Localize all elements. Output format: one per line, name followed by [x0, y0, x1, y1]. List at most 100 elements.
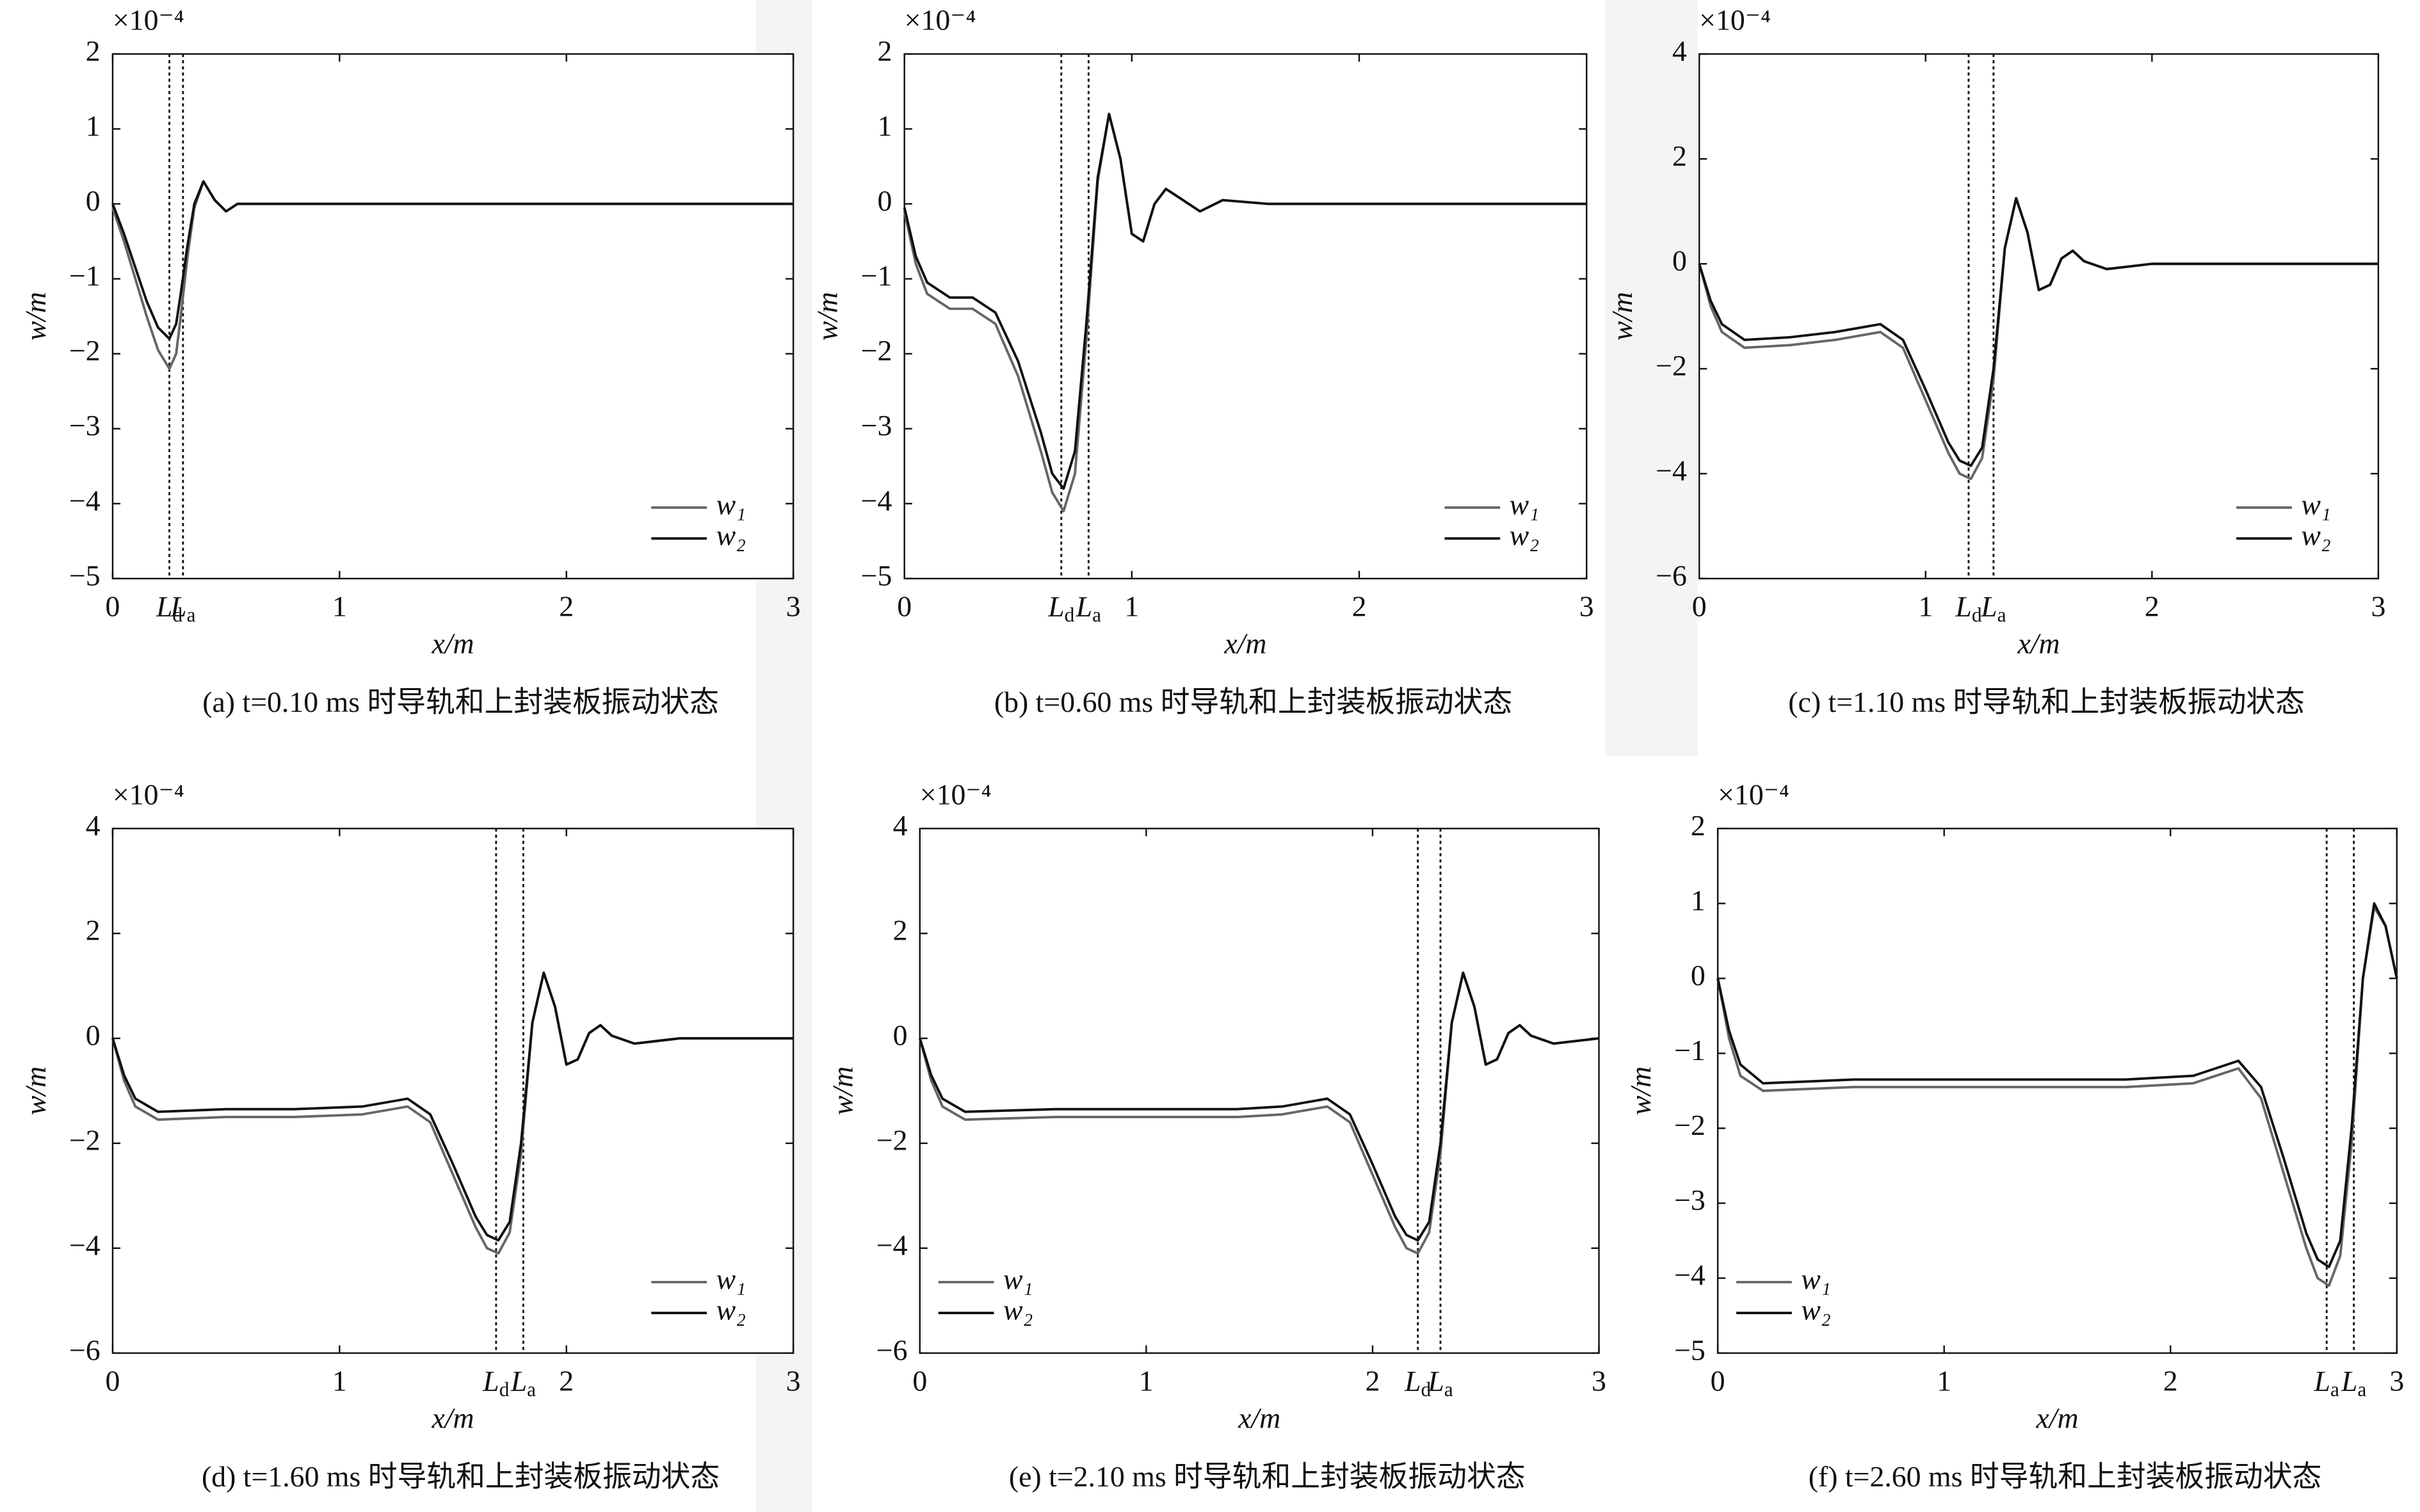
multiplier: ×10⁻⁴ — [1699, 4, 1771, 36]
x-tick-label: 2 — [559, 590, 574, 623]
marker-label: La — [1076, 590, 1101, 627]
y-tick-label: 1 — [1691, 884, 1706, 917]
marker-label: Ld — [482, 1364, 509, 1401]
x-tick-label: 0 — [106, 590, 120, 623]
x-tick-label: 2 — [559, 1364, 574, 1397]
marker-label: La — [1980, 590, 2006, 627]
legend-label: w₂ — [1510, 519, 1539, 552]
x-tick-label: 0 — [897, 590, 912, 623]
caption: (a) t=0.10 ms 时导轨和上封装板振动状态 — [202, 686, 719, 718]
x-axis-label: x/m — [431, 627, 474, 659]
multiplier: ×10⁻⁴ — [113, 778, 184, 811]
marker-label-main: L — [170, 590, 186, 623]
x-tick-label: 3 — [1579, 590, 1594, 623]
y-tick-label: 0 — [877, 184, 892, 217]
plot-area — [111, 53, 795, 580]
y-tick-label: −3 — [861, 409, 892, 442]
x-tick-label: 0 — [106, 1364, 120, 1397]
y-tick-label: −2 — [1656, 350, 1687, 382]
y-tick-label: 2 — [86, 914, 101, 947]
x-tick-label: 2 — [1365, 1364, 1380, 1397]
marker-label-sub: d — [1421, 1378, 1432, 1401]
y-tick-label: 0 — [1672, 245, 1687, 277]
y-axis-label: w/m — [19, 1066, 52, 1115]
y-axis-label: w/m — [19, 292, 52, 341]
y-tick-label: 0 — [86, 1019, 101, 1052]
x-axis-label: x/m — [1223, 627, 1266, 659]
y-tick-label: −5 — [1674, 1333, 1706, 1366]
y-tick-label: −2 — [69, 334, 101, 367]
legend-label: w₁ — [1510, 488, 1539, 520]
y-axis-label: w/m — [1624, 1066, 1657, 1115]
y-tick-label: −4 — [861, 484, 892, 517]
marker-label-sub: d — [1972, 604, 1982, 626]
plot-area — [903, 53, 1588, 580]
x-axis-label: x/m — [2035, 1401, 2078, 1434]
y-tick-label: 2 — [86, 35, 101, 67]
marker-label-sub: a — [2357, 1378, 2366, 1401]
x-tick-label: 3 — [2371, 590, 2385, 623]
legend-label: w₁ — [716, 488, 746, 520]
series-line — [1716, 902, 2398, 1269]
x-tick-label: 1 — [332, 590, 347, 623]
band — [1605, 0, 1698, 756]
legend-label: w₁ — [2301, 488, 2330, 520]
x-tick-label: 1 — [1937, 1364, 1951, 1397]
marker-label: La — [2341, 1364, 2366, 1401]
y-tick-label: −4 — [69, 484, 101, 517]
marker-label-main: L — [2341, 1364, 2357, 1397]
x-tick-label: 3 — [1592, 1364, 1606, 1397]
marker-label-main: L — [1047, 590, 1064, 623]
y-tick-label: −3 — [1674, 1184, 1706, 1216]
marker-label-main: L — [1076, 590, 1092, 623]
y-tick-label: −3 — [69, 409, 101, 442]
marker-label-sub: a — [2330, 1378, 2339, 1401]
x-tick-label: 3 — [786, 590, 801, 623]
y-tick-label: −6 — [876, 1333, 908, 1366]
y-axis-label: w/m — [827, 1066, 859, 1115]
y-tick-label: −6 — [69, 1333, 101, 1366]
caption: (c) t=1.10 ms 时导轨和上封装板振动状态 — [1788, 686, 2305, 718]
y-tick-label: 1 — [86, 109, 101, 142]
legend-label: w₁ — [716, 1262, 746, 1295]
caption: (e) t=2.10 ms 时导轨和上封装板振动状态 — [1009, 1460, 1526, 1493]
y-tick-label: −1 — [69, 259, 101, 292]
marker-label: Ld — [1047, 590, 1074, 627]
x-tick-label: 2 — [1352, 590, 1367, 623]
y-tick-label: −5 — [861, 559, 892, 591]
marker-label-sub: d — [499, 1378, 510, 1401]
y-tick-label: −4 — [1656, 454, 1687, 487]
plot-area — [919, 828, 1600, 1354]
legend-label: w₂ — [1003, 1294, 1033, 1326]
y-tick-label: −2 — [861, 334, 892, 367]
marker-label-main: L — [2314, 1364, 2330, 1397]
multiplier: ×10⁻⁴ — [920, 778, 992, 811]
x-tick-label: 1 — [332, 1364, 347, 1397]
y-tick-label: −2 — [69, 1123, 101, 1156]
series-line — [111, 180, 794, 341]
marker-label-main: L — [1404, 1364, 1421, 1397]
marker-label: Ld — [1955, 590, 1981, 627]
multiplier: ×10⁻⁴ — [1718, 778, 1789, 811]
legend-label: w₂ — [716, 519, 746, 552]
caption: (d) t=1.60 ms 时导轨和上封装板振动状态 — [202, 1460, 720, 1493]
y-tick-label: −6 — [1656, 559, 1687, 591]
y-tick-label: −4 — [69, 1228, 101, 1261]
marker-label: La — [1427, 1364, 1453, 1401]
series-line — [903, 113, 1587, 490]
marker-label: La — [170, 590, 195, 627]
x-axis-label: x/m — [2017, 627, 2060, 659]
x-tick-label: 2 — [2163, 1364, 2178, 1397]
y-tick-label: −4 — [1674, 1259, 1706, 1291]
legend-label: w₂ — [2301, 519, 2330, 552]
marker-label-sub: a — [187, 604, 196, 626]
multiplier: ×10⁻⁴ — [905, 4, 976, 36]
x-axis-label: x/m — [1238, 1401, 1280, 1434]
y-tick-label: 0 — [1691, 959, 1706, 992]
marker-label-sub: d — [1065, 604, 1075, 626]
y-tick-label: 2 — [1691, 809, 1706, 842]
marker-label: La — [510, 1364, 536, 1401]
x-tick-label: 3 — [786, 1364, 801, 1397]
x-tick-label: 0 — [1692, 590, 1707, 623]
